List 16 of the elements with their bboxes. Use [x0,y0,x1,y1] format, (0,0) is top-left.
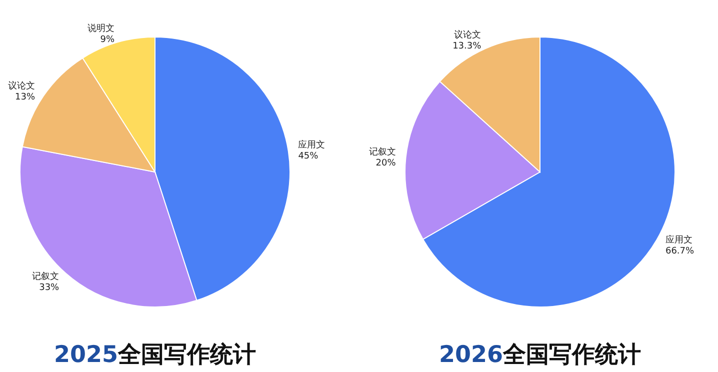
data-label: 33% [39,282,60,293]
data-label: 20% [376,158,396,169]
text: 2026全国写作统计 [438,342,642,368]
slice-label: 记叙文 [32,270,60,282]
data-label: 13.3% [452,41,482,52]
data-label: 9% [100,34,115,45]
slice-label: 记叙文 [368,146,396,158]
text: 2025全国写作统计 [54,342,256,368]
data-label: 66.7% [666,246,695,257]
slice-label: 议论文 [8,80,36,92]
slice-label: 议论文 [454,29,482,40]
slice-label: 应用文 [298,139,326,150]
slice-label: 说明文 [88,22,115,34]
data-label: 13% [15,92,36,102]
data-label: 45% [298,151,319,162]
slice-label: 应用文 [666,234,692,246]
